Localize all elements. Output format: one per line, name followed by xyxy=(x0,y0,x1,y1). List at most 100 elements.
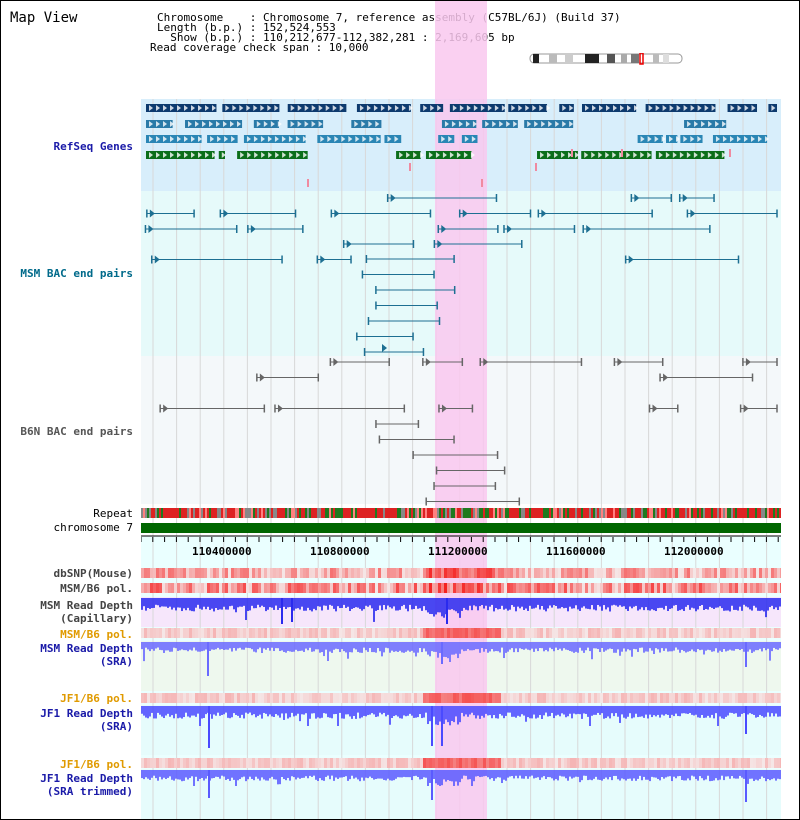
gene-arrow xyxy=(260,105,265,111)
pol-heat-cell xyxy=(594,628,597,638)
pol-heat-cell xyxy=(525,693,528,703)
depth-bar xyxy=(351,598,353,609)
depth-bar xyxy=(367,642,369,652)
depth-bar xyxy=(259,770,261,781)
track-plot-svg[interactable] xyxy=(141,1,781,819)
depth-bar xyxy=(367,706,369,716)
depth-bar xyxy=(737,598,739,611)
pol-heat-cell xyxy=(492,693,495,703)
pol-heat-cell xyxy=(732,758,735,768)
depth-bar xyxy=(537,770,539,778)
pol-heat-cell xyxy=(303,628,306,638)
depth-bar xyxy=(515,642,517,649)
gene-arrow xyxy=(658,152,663,158)
depth-bar xyxy=(151,770,153,778)
depth-bar xyxy=(181,770,183,782)
depth-bar xyxy=(527,770,529,779)
depth-bar xyxy=(347,642,349,659)
pol-heat-cell xyxy=(690,758,693,768)
depth-bar xyxy=(285,642,287,653)
depth-bar xyxy=(663,770,665,779)
pol-heat-cell xyxy=(246,628,249,638)
depth-bar xyxy=(551,642,553,650)
depth-bar xyxy=(703,706,705,718)
repeat-element xyxy=(157,508,159,518)
gene-arrow xyxy=(267,105,272,111)
pol-heat-cell xyxy=(597,583,600,593)
pol-heat-cell xyxy=(711,758,714,768)
pol-heat-cell xyxy=(360,583,363,593)
pol-heat-cell xyxy=(249,568,252,578)
depth-bar xyxy=(455,598,457,612)
depth-bar xyxy=(409,598,411,605)
depth-bar xyxy=(251,706,253,716)
pol-heat-cell xyxy=(468,693,471,703)
depth-bar xyxy=(297,598,299,609)
depth-bar xyxy=(753,706,755,715)
depth-bar xyxy=(709,770,711,782)
pol-heat-cell xyxy=(756,568,759,578)
depth-bar xyxy=(387,770,389,779)
track-features[interactable] xyxy=(141,104,781,802)
pol-heat-cell xyxy=(237,758,240,768)
pol-heat-cell xyxy=(606,583,609,593)
pol-heat-cell xyxy=(738,628,741,638)
jf1-read-depth-sra-label: JF1 Read Depth (SRA) xyxy=(40,707,133,733)
gene-arrow xyxy=(751,105,756,111)
depth-bar xyxy=(717,598,719,608)
repeat-element xyxy=(467,508,469,518)
repeat-element xyxy=(387,508,389,518)
depth-bar xyxy=(639,598,641,610)
depth-bar xyxy=(707,642,709,650)
gene-mark xyxy=(535,163,537,171)
pol-heat-cell xyxy=(777,568,780,578)
depth-bar xyxy=(545,706,547,713)
gene-arrow xyxy=(547,152,552,158)
pol-heat-cell xyxy=(234,568,237,578)
depth-bar xyxy=(269,706,271,715)
pol-heat-cell xyxy=(591,568,594,578)
depth-bar xyxy=(777,706,779,717)
pol-heat-cell xyxy=(291,758,294,768)
pol-heat-cell xyxy=(660,758,663,768)
depth-bar xyxy=(463,598,465,608)
repeat-element xyxy=(713,508,715,518)
repeat-element xyxy=(669,508,671,518)
depth-bar xyxy=(153,770,155,776)
depth-bar xyxy=(765,598,767,618)
genome-browser-canvas[interactable] xyxy=(141,1,781,819)
depth-bar xyxy=(551,770,553,779)
pol-heat-cell xyxy=(453,583,456,593)
pol-heat-cell xyxy=(672,568,675,578)
pol-heat-cell xyxy=(699,628,702,638)
pol-heat-cell xyxy=(528,583,531,593)
chromosome-ideogram[interactable] xyxy=(529,53,685,65)
pol-heat-cell xyxy=(354,758,357,768)
pol-heat-cell xyxy=(285,568,288,578)
depth-bar xyxy=(683,598,685,611)
pol-heat-cell xyxy=(534,568,537,578)
pol-heat-cell xyxy=(204,628,207,638)
pol-heat-cell xyxy=(294,583,297,593)
pol-heat-cell xyxy=(276,693,279,703)
repeat-element xyxy=(265,508,267,518)
pol-heat-cell xyxy=(384,628,387,638)
depth-bar xyxy=(429,642,431,657)
depth-bar xyxy=(381,642,383,657)
depth-bar xyxy=(263,642,265,649)
depth-bar xyxy=(715,598,717,608)
depth-bar xyxy=(723,598,725,611)
depth-bar xyxy=(305,770,307,777)
depth-bar xyxy=(397,706,399,717)
pol-heat-cell xyxy=(516,693,519,703)
pol-heat-cell xyxy=(483,758,486,768)
pol-heat-cell xyxy=(609,628,612,638)
repeat-element xyxy=(375,508,377,518)
gene-block xyxy=(461,135,478,143)
depth-bar xyxy=(545,598,547,612)
repeat-element xyxy=(509,508,511,518)
depth-bar xyxy=(731,706,733,713)
repeat-element xyxy=(341,508,343,518)
pol-heat-cell xyxy=(177,628,180,638)
depth-bar xyxy=(551,598,553,608)
